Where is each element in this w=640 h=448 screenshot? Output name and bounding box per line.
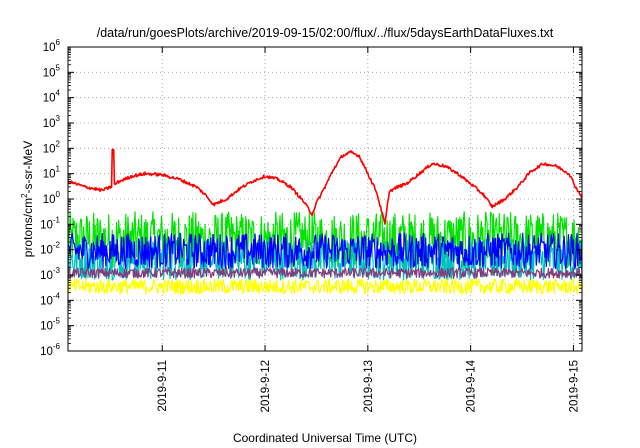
y-axis-label: protons/cm2-s-sr-MeV — [20, 141, 35, 257]
y-tick-label: 104 — [43, 89, 61, 105]
series-line-5 — [67, 278, 583, 295]
series-line-1 — [67, 211, 583, 268]
series-line-3 — [67, 232, 583, 270]
y-tick-label: 101 — [43, 165, 61, 181]
series-line-0 — [67, 148, 583, 225]
tick-labels: 10-6 10-5 10-4 10-3 10-2 10-1 100 101 102 103 104 1… — [40, 38, 580, 412]
series-line-4 — [67, 267, 583, 279]
y-tick-label: 105 — [43, 63, 61, 79]
y-tick-label: 10-6 — [40, 342, 60, 358]
x-tick-label: 2019-9-11 — [157, 360, 169, 412]
chart-title: /data/run/goesPlots/archive/2019-09-15/0… — [97, 26, 554, 40]
series-layer — [67, 148, 583, 295]
y-tick-label: 10-3 — [40, 266, 60, 282]
y-tick-label: 10-2 — [40, 241, 60, 257]
y-tick-label: 100 — [43, 190, 61, 206]
x-tick-label: 2019-9-12 — [260, 360, 272, 412]
x-axis-label: Coordinated Universal Time (UTC) — [233, 431, 417, 445]
y-tick-label: 10-4 — [40, 291, 60, 307]
ticks — [68, 46, 582, 352]
y-tick-label: 103 — [43, 114, 61, 130]
x-tick-label: 2019-9-14 — [466, 359, 478, 412]
y-tick-label: 10-5 — [40, 317, 60, 333]
x-tick-label: 2019-9-15 — [568, 360, 580, 412]
x-tick-label: 2019-9-13 — [363, 360, 375, 412]
y-tick-label: 10-1 — [40, 215, 60, 231]
y-tick-label: 106 — [43, 38, 61, 54]
y-tick-label: 102 — [43, 139, 61, 155]
